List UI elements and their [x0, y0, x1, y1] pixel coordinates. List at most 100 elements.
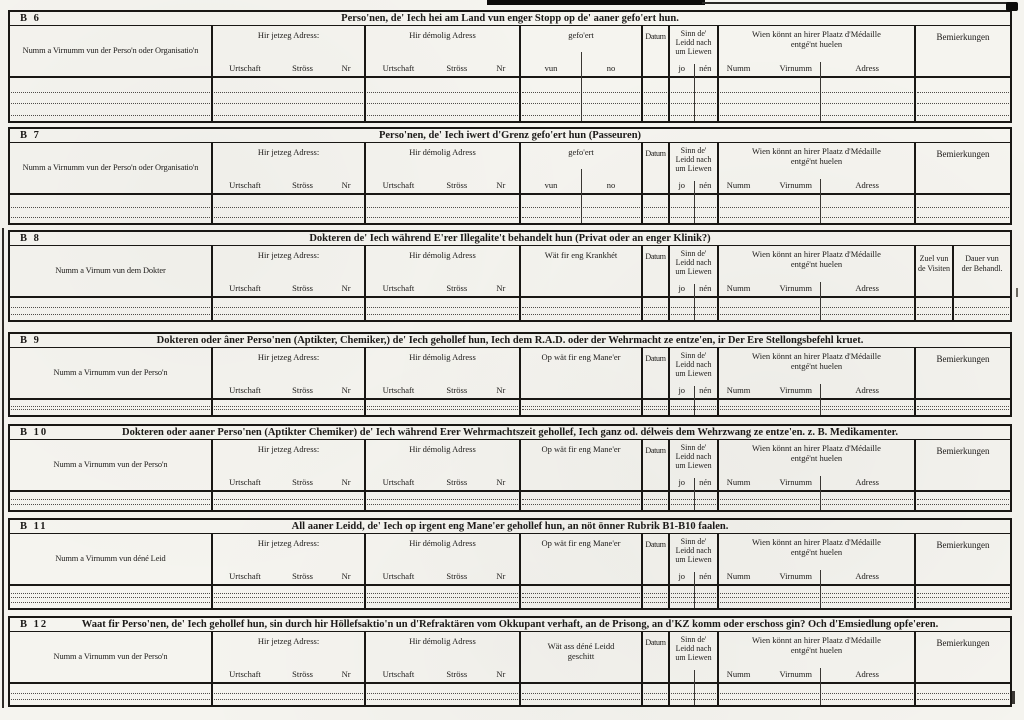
dotted-entry-line	[644, 208, 667, 218]
section-b11: B 11 All aaner Leidd, de' Iech op irgent…	[8, 518, 1012, 610]
column-transported: gefo'ert vun no	[521, 26, 643, 121]
section-title: Dokteren oder âner Perso'nen (Aptikter, …	[156, 334, 864, 346]
dotted-entry-line	[644, 598, 667, 604]
column-datum: Datum	[643, 26, 670, 121]
column-current-address: Hir jetzeg Adress: Urtschaft Ströss Nr	[213, 348, 366, 415]
dotted-entry-line	[11, 81, 210, 93]
dotted-entry-line	[367, 403, 518, 407]
column-header-name: Numm a Virnumm vun der Perso'n	[53, 652, 168, 661]
subcolumn-divider	[820, 179, 822, 223]
column-header-current-address: Hir jetzeg Adress:	[257, 444, 320, 454]
dotted-entry-line	[522, 589, 640, 594]
subheader-nr: Nr	[496, 180, 506, 190]
column-current-address: Hir jetzeg Adress: Urtschaft Ströss Nr	[213, 632, 366, 705]
subheader-vun: vun	[544, 63, 558, 73]
column-datum: Datum	[643, 246, 670, 320]
column-header-medal: Wien könnt an hirer Plaatz d'Médaille ent…	[752, 351, 881, 371]
column-remarks: Bemierkungen	[916, 143, 1010, 223]
dotted-entry-line	[955, 301, 1009, 308]
column-header-remarks: Bemierkungen	[936, 32, 990, 42]
section-title: Waat fir Perso'nen, de' Iech gehollef hu…	[81, 618, 939, 630]
column-header-still-alive: Sinn de' Leidd nach um Liewen	[675, 29, 712, 56]
subheader-urtschaft: Urtschaft	[229, 571, 261, 581]
section-table: Numm a Virnumm vun der Perso'n Hir jetze…	[10, 632, 1010, 705]
column-former-address: Hir démolig Adress Urtschaft Ströss Nr	[366, 26, 521, 121]
subheader-urtschaft: Urtschaft	[382, 477, 415, 487]
subcolumn-divider	[820, 384, 822, 415]
scan-artifact-top-bar	[487, 0, 705, 5]
section-b6: B 6 Perso'nen, de' Iech hei am Land vun …	[8, 10, 1012, 123]
section-title-bar: B 6 Perso'nen, de' Iech hei am Land vun …	[10, 12, 1010, 26]
column-header-transported: gefo'ert	[568, 147, 594, 157]
column-datum: Datum	[643, 440, 670, 510]
dotted-entry-line	[522, 301, 640, 308]
dotted-entry-line	[522, 403, 640, 407]
dotted-entry-line	[644, 301, 667, 308]
column-datum: Datum	[643, 632, 670, 705]
subheader-stross: Ströss	[446, 571, 468, 581]
dotted-entry-line	[214, 208, 363, 218]
column-header-remarks: Bemierkungen	[936, 149, 990, 159]
column-header-current-address: Hir jetzeg Adress:	[257, 538, 320, 548]
column-remarks: Bemierkungen	[916, 348, 1010, 415]
column-header-medal: Wien könnt an hirer Plaatz d'Médaille ent…	[752, 146, 881, 166]
column-current-address: Hir jetzeg Adress: Urtschaft Ströss Nr	[213, 246, 366, 320]
section-table: Numm a Virnum vun dem Dokter Hir jetzeg …	[10, 246, 1010, 320]
column-header-current-address: Hir jetzeg Adress:	[257, 352, 320, 362]
dotted-entry-line	[644, 308, 667, 315]
subheader-jo: jo	[678, 385, 686, 395]
column-header-still-alive: Sinn de' Leidd nach um Liewen	[675, 635, 712, 662]
column-header-medal: Wien könnt an hirer Plaatz d'Médaille ent…	[752, 443, 881, 463]
dotted-entry-line	[522, 495, 640, 500]
dotted-entry-line	[214, 198, 363, 208]
dotted-entry-line	[522, 500, 640, 505]
dotted-entry-line	[720, 495, 913, 500]
subheader-virnumm: Virnumm	[779, 571, 812, 581]
column-header-name: Numm a Virnumm vun der Perso'n oder Orga…	[22, 46, 199, 55]
subcolumn-divider	[820, 570, 822, 608]
subheader-urtschaft: Urtschaft	[382, 385, 415, 395]
subheader-stross: Ströss	[446, 180, 468, 190]
column-transported: gefo'ert vun no	[521, 143, 643, 223]
column-header-former-address: Hir démolig Adress	[409, 352, 476, 362]
column-medal-recipient: Wien könnt an hirer Plaatz d'Médaille ent…	[719, 143, 916, 223]
section-title-bar: B 12 Waat fir Perso'nen, de' Iech geholl…	[10, 618, 1010, 632]
dotted-entry-line	[11, 694, 210, 700]
column-illness: Wät fir eng Krankhét	[521, 246, 643, 320]
column-header-remarks: Bemierkungen	[936, 446, 990, 456]
subheader-nen: nén	[699, 571, 712, 581]
dotted-entry-line	[11, 93, 210, 105]
dotted-entry-line	[917, 407, 1009, 410]
column-header-name: Numm a Virnum vun dem Dokter	[55, 266, 166, 275]
column-still-alive: Sinn de' Leidd nach um Liewen jo nén	[670, 26, 719, 121]
dotted-entry-line	[720, 93, 913, 105]
dotted-entry-line	[644, 694, 667, 700]
subcolumn-divider	[820, 62, 822, 121]
section-table: Numm a Virnumm vun der Perso'n Hir jetze…	[10, 348, 1010, 415]
subheader-nen: nén	[699, 63, 712, 73]
column-header-medal: Wien könnt an hirer Plaatz d'Médaille ent…	[752, 537, 881, 557]
column-former-address: Hir démolig Adress Urtschaft Ströss Nr	[366, 534, 521, 608]
column-header-remarks: Bemierkungen	[936, 540, 990, 550]
dotted-entry-line	[720, 589, 913, 594]
column-header-former-address: Hir démolig Adress	[409, 30, 476, 40]
column-name: Numm a Virnumm vun der Perso'n oder Orga…	[10, 143, 213, 223]
column-name: Numm a Virnum vun dem Dokter	[10, 246, 213, 320]
dotted-entry-line	[11, 598, 210, 604]
column-header-datum: Datum	[645, 638, 666, 647]
dotted-entry-line	[11, 594, 210, 599]
column-name: Numm a Virnumm vun der Perso'n oder Orga…	[10, 26, 213, 121]
section-b9: B 9 Dokteren oder âner Perso'nen (Aptikt…	[8, 332, 1012, 417]
column-datum: Datum	[643, 534, 670, 608]
subcolumn-divider	[820, 282, 822, 320]
dotted-entry-line	[522, 598, 640, 604]
dotted-entry-line	[917, 495, 1009, 500]
column-header-former-address: Hir démolig Adress	[409, 538, 476, 548]
subheader-numm: Numm	[726, 283, 751, 293]
subheader-nr: Nr	[496, 283, 506, 293]
dotted-entry-line	[367, 301, 518, 308]
dotted-entry-line	[720, 694, 913, 700]
dotted-entry-line	[720, 198, 913, 208]
subcolumn-divider	[693, 64, 695, 121]
column-former-address: Hir démolig Adress Urtschaft Ströss Nr	[366, 143, 521, 223]
